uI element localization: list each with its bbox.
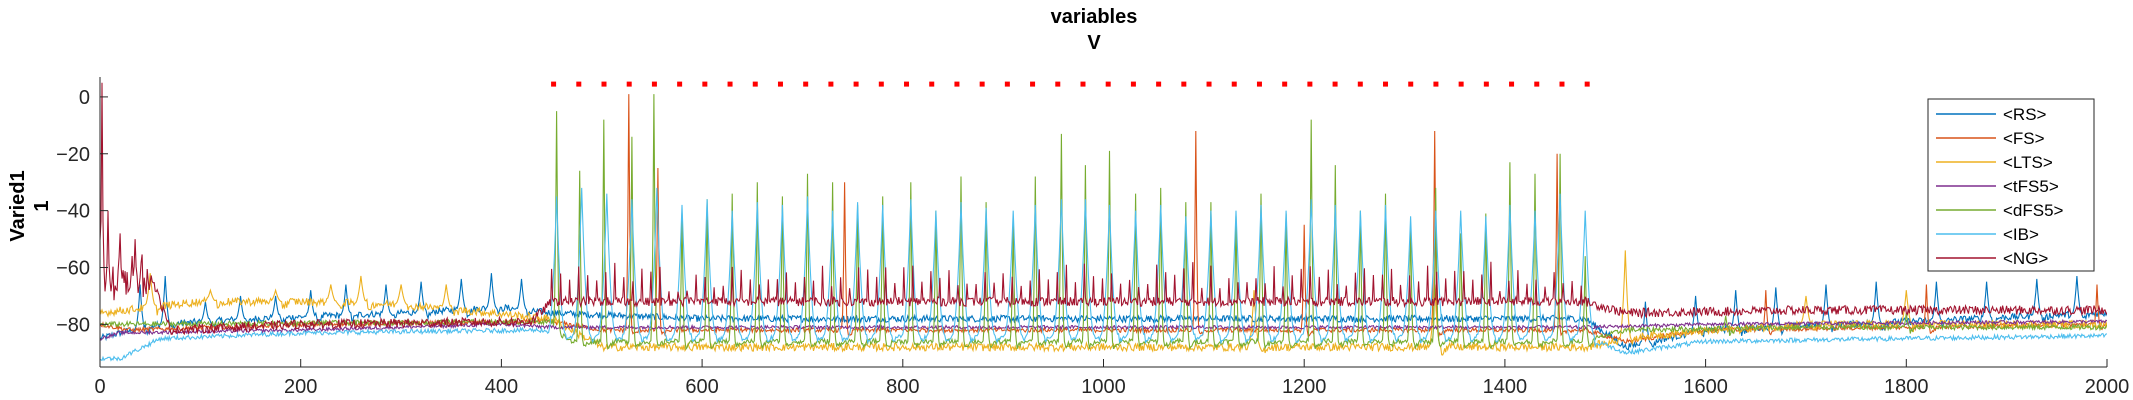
stimulus-marker [1584, 81, 1590, 87]
stimulus-marker [1483, 81, 1489, 87]
x-tick-label: 1400 [1483, 376, 1528, 398]
stimulus-marker [727, 81, 733, 87]
chart-title-line-1: variables [1051, 6, 1138, 28]
stimulus-marker [1156, 81, 1162, 87]
stimulus-marker [1509, 81, 1515, 87]
legend: <RS> <FS> <LTS> <tFS5> <dFS5> <IB> <NG> [1927, 98, 2095, 272]
x-tick-label: 1200 [1282, 376, 1327, 398]
stimulus-marker [929, 81, 935, 87]
y-tick-label: −20 [56, 144, 90, 166]
stimulus-marker [752, 81, 758, 87]
x-tick-label: 400 [485, 376, 518, 398]
stimulus-marker [1534, 81, 1540, 87]
stimulus-marker [1181, 81, 1187, 87]
stimulus-marker [979, 81, 985, 87]
series-line-4 [100, 94, 2107, 351]
x-tick-label: 0 [94, 376, 105, 398]
series-line-3 [100, 318, 2107, 341]
stimulus-marker [626, 81, 632, 87]
stimulus-marker [677, 81, 683, 87]
stimulus-marker [1408, 81, 1414, 87]
stimulus-marker [1256, 81, 1262, 87]
y-tick-label: 0 [79, 87, 90, 109]
stimulus-marker [777, 81, 783, 87]
stimulus-marker [576, 81, 582, 87]
legend-label: <LTS> [2003, 153, 2053, 172]
legend-label: <dFS5> [2003, 201, 2064, 220]
legend-label: <IB> [2003, 225, 2039, 244]
y-axis-label: Varied1 1 [7, 170, 53, 241]
x-tick-label: 600 [685, 376, 718, 398]
y-tick-label: −40 [56, 201, 90, 223]
stimulus-marker [1307, 81, 1313, 87]
stimulus-marker [1030, 81, 1036, 87]
stimulus-marker [1231, 81, 1237, 87]
stimulus-marker [1105, 81, 1111, 87]
x-tick-label: 800 [886, 376, 919, 398]
legend-box [1927, 98, 2095, 272]
y-tick-label: −80 [56, 314, 90, 336]
stimulus-marker [1206, 81, 1212, 87]
stimulus-marker [954, 81, 960, 87]
x-tick-label: 1000 [1081, 376, 1126, 398]
chart-title: variables V [1051, 6, 1138, 54]
y-tick-label: −60 [56, 257, 90, 279]
stimulus-marker [1357, 81, 1363, 87]
x-tick-label: 200 [284, 376, 317, 398]
axes: 0 200 400 600 800 1000 1200 1400 1600 1800 2000 0 −2… [56, 77, 2129, 398]
stimulus-marker [1282, 81, 1288, 87]
legend-label: <RS> [2003, 105, 2047, 124]
stimulus-marker [702, 81, 708, 87]
stimulus-marker [1332, 81, 1338, 87]
stimulus-marker [853, 81, 859, 87]
series-line-1 [100, 94, 2107, 344]
x-tick-label: 1800 [1884, 376, 1929, 398]
stimulus-marker [904, 81, 910, 87]
stimulus-marker [651, 81, 657, 87]
stimulus-marker [1458, 81, 1464, 87]
stimulus-marker [1130, 81, 1136, 87]
x-tick-label: 1600 [1683, 376, 1728, 398]
series-line-6 [100, 82, 2107, 336]
stimulus-marker [878, 81, 884, 87]
stimulus-marker [1383, 81, 1389, 87]
stimulus-marker [828, 81, 834, 87]
y-axis-label-line-2: 1 [31, 200, 53, 211]
series-line-5 [100, 187, 2107, 362]
stimulus-marker [1433, 81, 1439, 87]
legend-label: <tFS5> [2003, 177, 2059, 196]
stimulus-marker [551, 81, 557, 87]
x-tick-label: 2000 [2085, 376, 2130, 398]
legend-label: <FS> [2003, 129, 2045, 148]
stimulus-marker [1559, 81, 1565, 87]
stimulus-marker [601, 81, 607, 87]
y-axis-label-line-1: Varied1 [7, 170, 29, 241]
stimulus-marker [1080, 81, 1086, 87]
legend-label: <NG> [2003, 249, 2048, 268]
stimulus-markers [551, 81, 1590, 87]
stimulus-marker [1004, 81, 1010, 87]
stimulus-marker [803, 81, 809, 87]
series-layer [100, 82, 2107, 362]
chart-title-line-2: V [1087, 32, 1101, 54]
stimulus-marker [1055, 81, 1061, 87]
